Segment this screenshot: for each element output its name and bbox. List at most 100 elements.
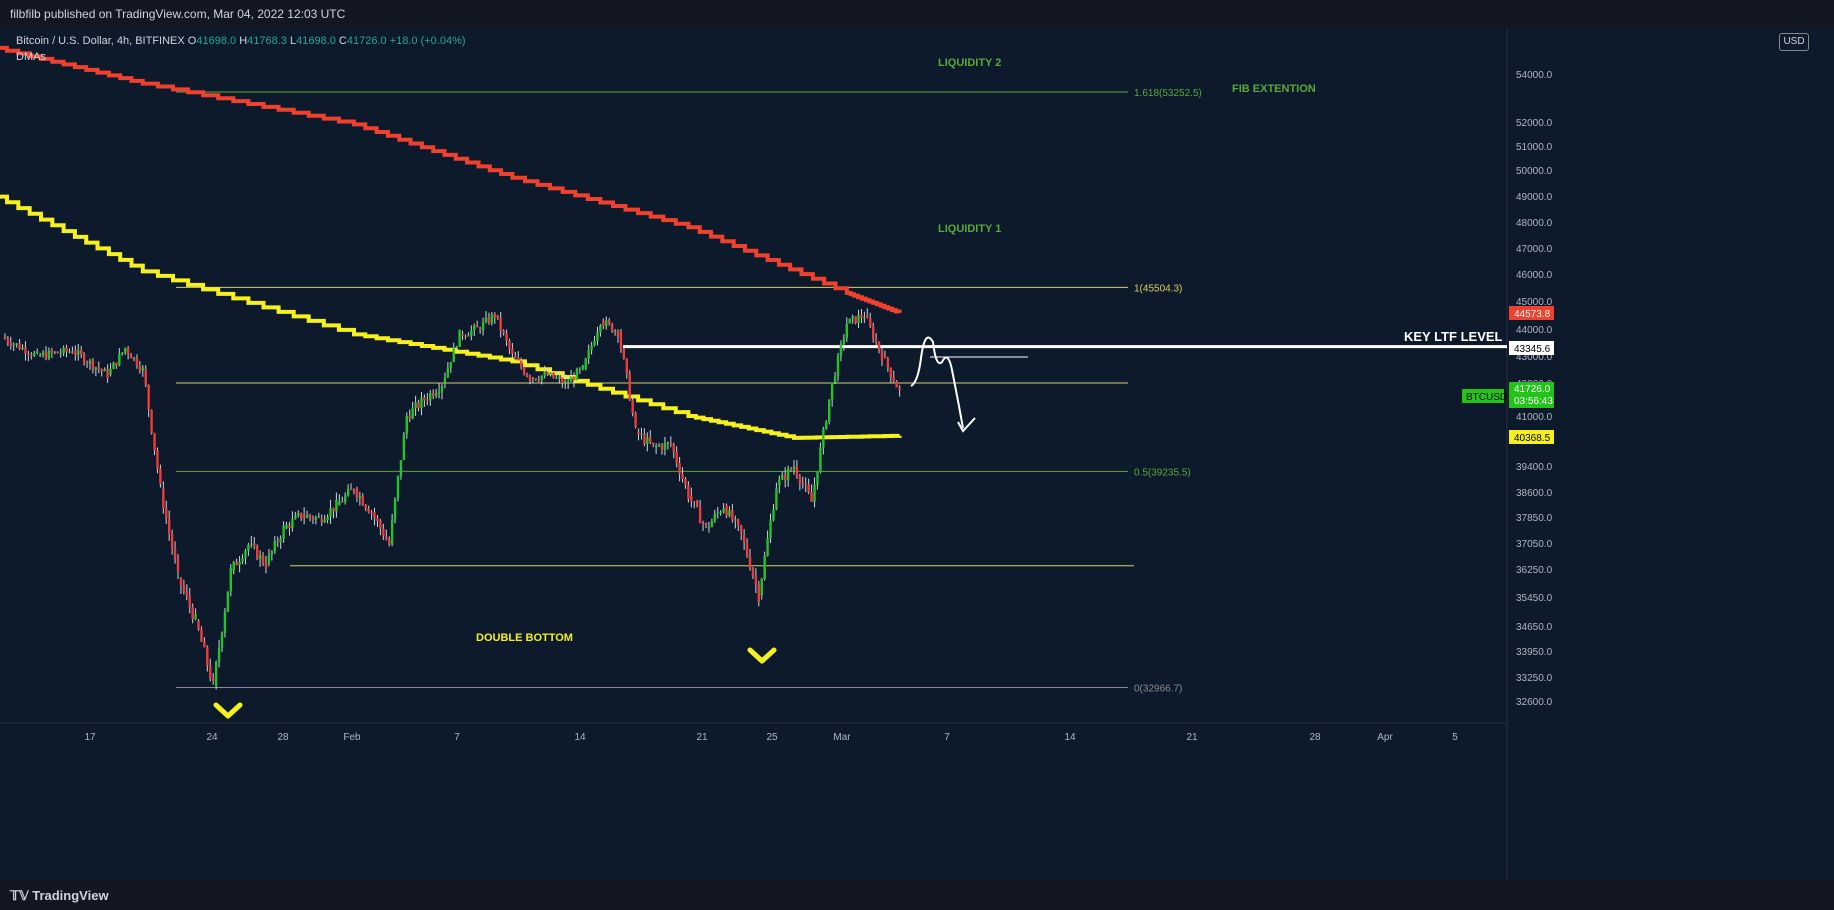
candle-body <box>869 317 872 327</box>
candle-body <box>663 442 667 450</box>
candle-body <box>358 496 362 498</box>
candle-body <box>352 489 356 492</box>
change-value: +18.0 (+0.04%) <box>389 35 466 47</box>
candle-body <box>30 354 33 356</box>
price-label-value: 41726.0 <box>1514 384 1551 395</box>
x-tick-label: 21 <box>1186 732 1198 743</box>
candle-body <box>170 533 174 549</box>
candle-body <box>373 512 376 518</box>
y-tick-label: 46000.0 <box>1516 270 1553 281</box>
candle-body <box>458 329 461 348</box>
fib-level-label: 0.5(39235.5) <box>1134 467 1191 478</box>
candle-body <box>552 372 555 378</box>
candle-body <box>349 489 353 491</box>
candle-body <box>602 320 605 327</box>
candle-body <box>866 315 869 318</box>
currency-button[interactable]: USD <box>1779 33 1809 51</box>
indicator-legend[interactable]: DMAs <box>16 51 46 63</box>
candle-body <box>396 476 400 499</box>
candle-body <box>672 444 675 452</box>
candle-body <box>854 316 857 324</box>
candle-body <box>461 334 464 337</box>
candle-body <box>520 360 523 368</box>
chevron-down-icon <box>213 702 243 719</box>
candle-body <box>455 347 458 349</box>
y-tick-label: 32600.0 <box>1516 697 1553 708</box>
candle-body <box>572 376 576 381</box>
candle-body <box>880 350 884 361</box>
candle-body <box>185 591 188 596</box>
candle-body <box>675 451 678 464</box>
candle-body <box>801 483 804 485</box>
candle-body <box>124 348 127 353</box>
candle-body <box>402 434 406 461</box>
price-chart[interactable]: 54000.0 52000.0 51000.0 50000.0 49000.0 48000… <box>0 28 1834 880</box>
candle-body <box>505 333 508 341</box>
candle-body <box>564 380 567 384</box>
candle-body <box>53 351 56 353</box>
publish-info: filbfilb published on TradingView.com, M… <box>10 7 346 21</box>
candle-body <box>710 520 714 527</box>
candle-body <box>329 507 332 517</box>
candle-body <box>279 538 282 543</box>
candle-body <box>596 332 599 341</box>
candle-body <box>654 445 658 448</box>
candle-body <box>828 399 831 422</box>
candle-body <box>3 337 7 339</box>
candle-body <box>423 397 426 401</box>
candle-body <box>634 412 637 428</box>
candle-body <box>874 339 878 343</box>
candle-body <box>165 508 168 519</box>
candle-body <box>85 363 89 365</box>
candle-body <box>94 367 98 370</box>
candle-body <box>414 402 417 409</box>
candle-body <box>276 540 279 543</box>
candle-body <box>50 350 54 353</box>
candle-body <box>748 556 752 569</box>
candle-body <box>291 518 294 529</box>
candle-body <box>214 662 218 687</box>
candle-body <box>757 584 760 602</box>
y-tick-label: 50000.0 <box>1516 166 1553 177</box>
candle-body <box>153 433 156 451</box>
candle-body <box>487 317 491 323</box>
projection-arrow-head <box>957 417 976 433</box>
candle-body <box>593 340 596 346</box>
close-value: 41726.0 <box>346 35 387 47</box>
candle-body <box>681 473 684 480</box>
candle-body <box>819 447 822 472</box>
candle-body <box>640 433 643 435</box>
candle-body <box>135 357 139 366</box>
candle-body <box>775 488 778 510</box>
candle-body <box>62 347 65 354</box>
candle-body <box>789 468 793 470</box>
symbol-label: BTCUSD <box>1466 392 1507 403</box>
y-tick-label: 35450.0 <box>1516 593 1553 604</box>
candle-body <box>540 375 543 381</box>
close-label: C <box>338 35 347 47</box>
candle-body <box>713 513 716 521</box>
price-label-box <box>1509 341 1554 355</box>
candle-body <box>385 536 388 540</box>
candle-body <box>300 513 303 519</box>
candle-body <box>784 474 787 481</box>
candle-body <box>649 437 652 443</box>
candle-body <box>36 351 39 353</box>
candle-body <box>760 579 763 596</box>
candle-body <box>256 546 259 560</box>
candle-body <box>226 591 230 612</box>
candle-body <box>188 595 191 607</box>
candle-body <box>244 550 247 559</box>
candle-body <box>320 518 323 523</box>
tradingview-logo[interactable]: 𝕋𝕍 TradingView <box>10 888 109 904</box>
candle-body <box>314 517 318 520</box>
candle-body <box>481 321 485 331</box>
candle-body <box>156 450 159 469</box>
candle-body <box>657 445 661 447</box>
candle-body <box>332 507 335 512</box>
candle-body <box>179 577 183 586</box>
candle-body <box>77 350 80 355</box>
candle-body <box>599 325 602 333</box>
candle-body <box>816 471 819 485</box>
candle-body <box>209 665 212 679</box>
